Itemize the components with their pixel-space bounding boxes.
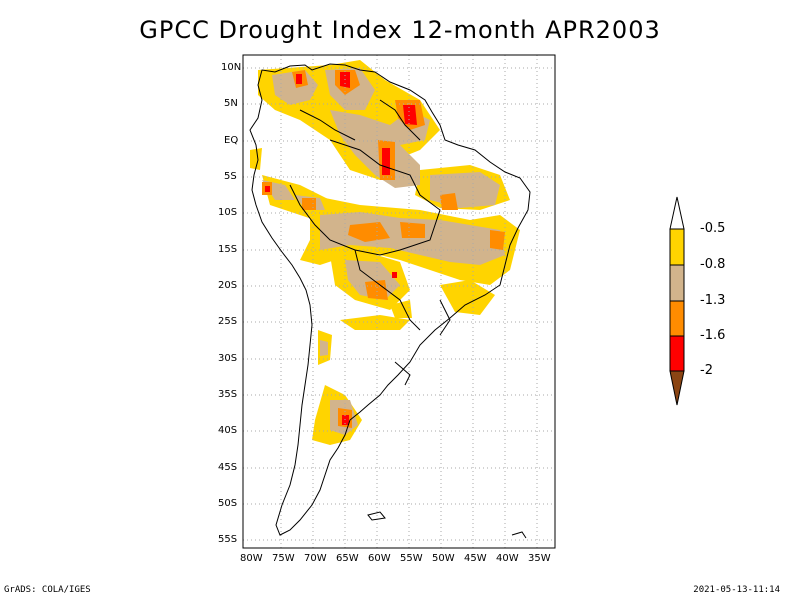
lat-tick: 5N xyxy=(224,98,238,109)
lat-tick: 50S xyxy=(218,498,238,509)
lon-tick: 35W xyxy=(528,553,551,564)
lon-tick: 80W xyxy=(240,553,263,564)
lat-tick: 5S xyxy=(224,171,237,182)
lat-tick: 35S xyxy=(218,389,238,400)
lon-tick: 40W xyxy=(496,553,519,564)
colorbar-seg-4 xyxy=(669,335,685,372)
colorbar-label: -0.8 xyxy=(700,257,726,272)
colorbar-seg-3 xyxy=(669,300,685,337)
lon-tick: 50W xyxy=(432,553,455,564)
lat-tick: 30S xyxy=(218,353,238,364)
footer-credit: GrADS: COLA/IGES xyxy=(4,585,91,595)
lat-tick: 15S xyxy=(218,244,238,255)
lon-tick: 75W xyxy=(272,553,295,564)
map-title: GPCC Drought Index 12-month APR2003 xyxy=(139,16,661,44)
footer-timestamp: 2021-05-13-11:14 xyxy=(693,585,780,595)
lon-tick: 60W xyxy=(368,553,391,564)
lon-tick: 70W xyxy=(304,553,327,564)
lat-tick: 20S xyxy=(218,280,238,291)
colorbar-label: -1.3 xyxy=(700,293,726,308)
colorbar-label: -0.5 xyxy=(700,221,726,236)
lon-tick: 55W xyxy=(400,553,423,564)
lat-tick: 10S xyxy=(218,207,238,218)
lat-tick: 45S xyxy=(218,462,238,473)
colorbar xyxy=(669,196,685,406)
lon-tick: 65W xyxy=(336,553,359,564)
colorbar-label: -1.6 xyxy=(700,328,726,343)
lon-tick: 45W xyxy=(464,553,487,564)
drought-level-1.6 xyxy=(265,72,417,425)
lat-tick: 40S xyxy=(218,425,238,436)
coastlines xyxy=(249,63,531,539)
colorbar-seg-2 xyxy=(669,264,685,302)
colorbar-below xyxy=(669,370,685,406)
map-frame xyxy=(242,54,556,549)
graticule xyxy=(243,55,555,548)
drought-field xyxy=(250,60,520,445)
colorbar-above xyxy=(669,196,685,230)
lat-tick: 55S xyxy=(218,534,238,545)
lat-tick: 10N xyxy=(221,62,242,73)
lat-tick: EQ xyxy=(224,135,239,146)
lat-tick: 25S xyxy=(218,316,238,327)
colorbar-seg-1 xyxy=(669,228,685,266)
colorbar-label: -2 xyxy=(700,363,713,378)
